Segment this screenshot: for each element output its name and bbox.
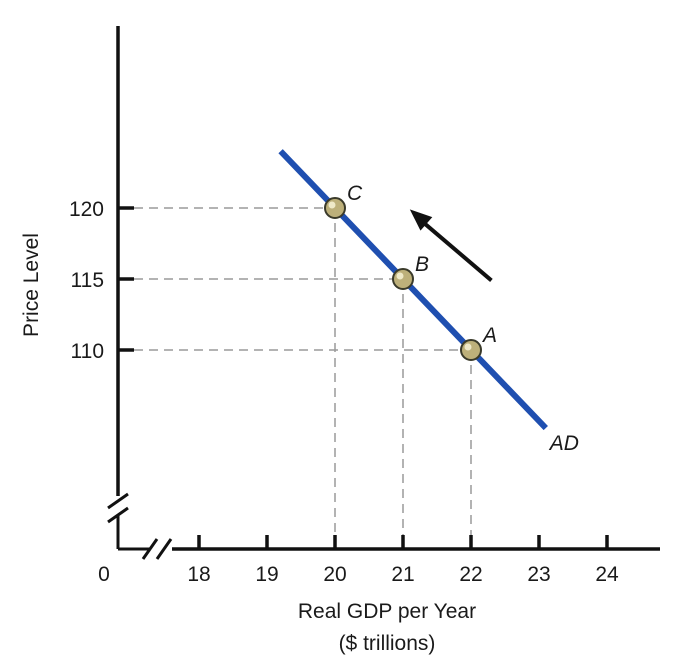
point-highlight-C bbox=[328, 201, 336, 209]
ticks: 18 19 20 21 22 23 24 110 115 120 bbox=[69, 198, 619, 586]
direction-arrow-head bbox=[409, 209, 433, 231]
y-axis-break bbox=[107, 492, 129, 549]
y-tick-label-120: 120 bbox=[69, 198, 104, 221]
point-B bbox=[392, 268, 414, 290]
point-highlight-B bbox=[396, 272, 404, 280]
x-tick-label-21: 21 bbox=[391, 563, 414, 586]
y-tick-label-110: 110 bbox=[71, 340, 104, 363]
x-tick-label-18: 18 bbox=[187, 563, 210, 586]
direction-arrow-shaft bbox=[418, 217, 493, 282]
origin-label: 0 bbox=[98, 563, 110, 586]
x-tick-label-19: 19 bbox=[255, 563, 278, 586]
x-tick-label-20: 20 bbox=[323, 563, 346, 586]
point-label-A: A bbox=[481, 324, 497, 347]
points-layer: A B C bbox=[324, 182, 497, 361]
guide-lines bbox=[134, 207, 472, 535]
x-tick-label-23: 23 bbox=[527, 563, 550, 586]
x-axis-title-line1: Real GDP per Year bbox=[298, 600, 476, 623]
x-axis-break bbox=[118, 538, 173, 560]
y-tick-label-115: 115 bbox=[71, 269, 104, 292]
series-line-AD bbox=[278, 149, 548, 431]
point-A bbox=[460, 339, 482, 361]
arrow-layer bbox=[409, 209, 493, 282]
x-tick-label-22: 22 bbox=[459, 563, 482, 586]
point-C bbox=[324, 197, 346, 219]
series-layer: AD bbox=[278, 149, 579, 455]
point-highlight-A bbox=[464, 343, 472, 351]
y-axis-title: Price Level bbox=[20, 233, 43, 337]
series-label-AD: AD bbox=[548, 432, 579, 455]
point-label-C: C bbox=[347, 182, 363, 205]
axes bbox=[107, 26, 660, 560]
x-tick-label-24: 24 bbox=[595, 563, 619, 586]
x-axis-title-line2: ($ trillions) bbox=[339, 632, 436, 655]
point-label-B: B bbox=[415, 253, 429, 276]
